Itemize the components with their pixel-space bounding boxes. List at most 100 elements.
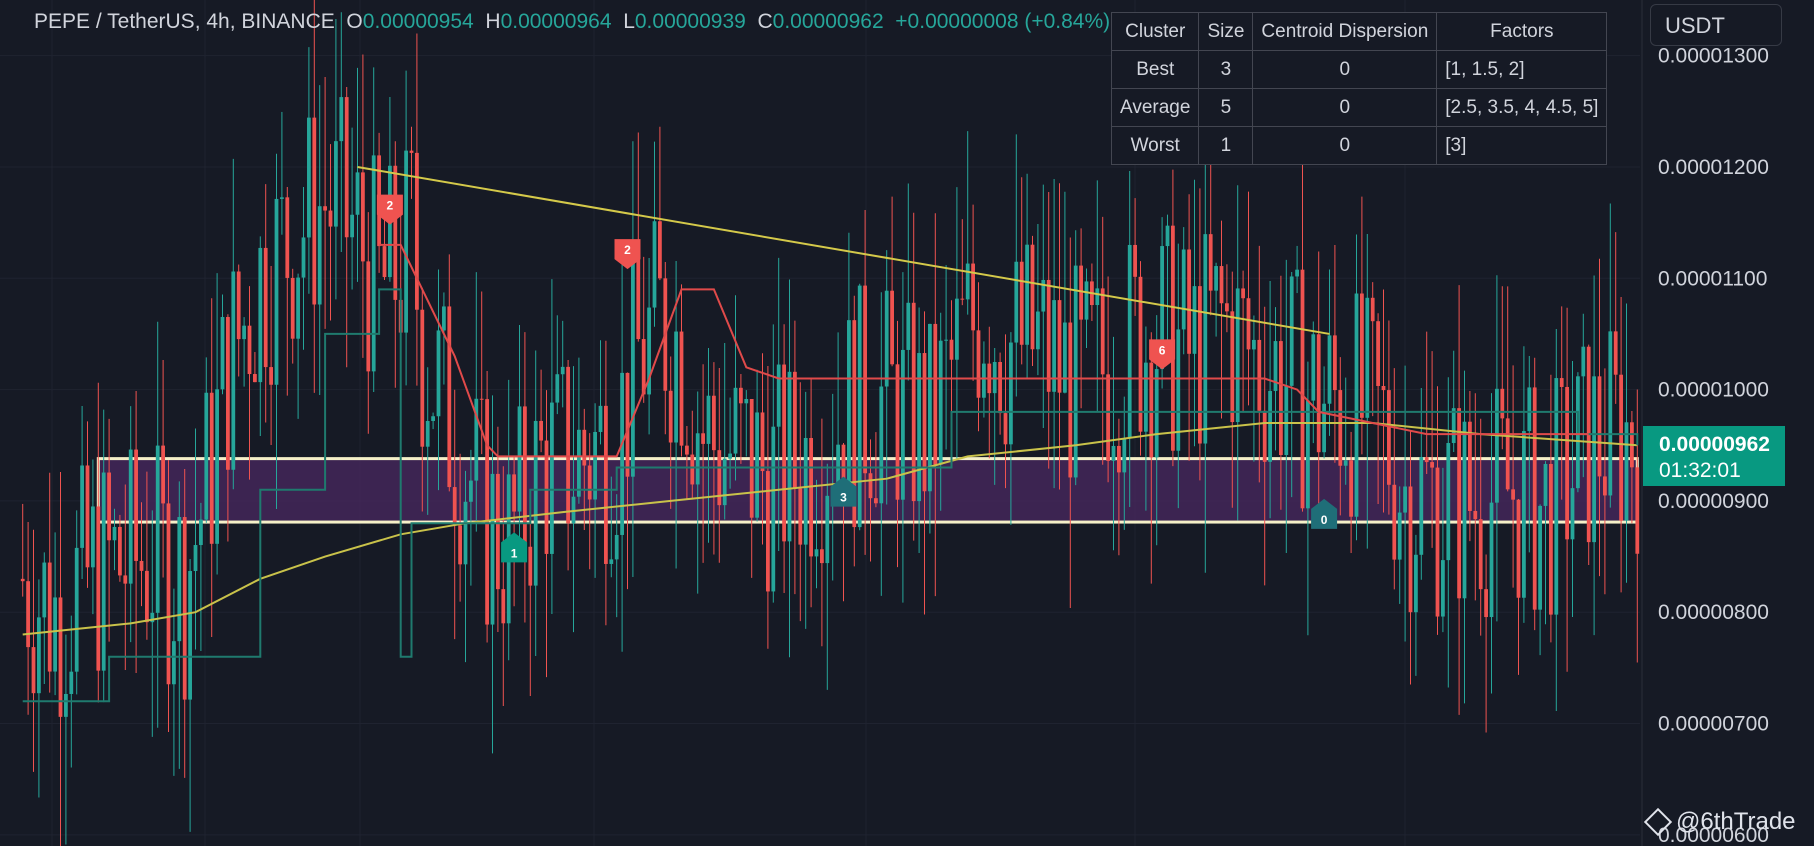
candle-body [982,363,986,398]
y-tick-label: 0.00000800 [1658,601,1769,624]
cluster-table: Cluster Size Centroid Dispersion Factors… [1110,12,1608,165]
candle-body [350,214,354,238]
candle-body [1554,378,1559,615]
candle-body [1522,431,1526,598]
candle-body [1343,460,1348,466]
candle-body [1030,244,1035,350]
price-axis[interactable]: 0.00001300 0.00001200 0.00001100 0.00001000… [1658,45,1769,846]
candle-body [587,465,592,500]
candle-body [544,440,549,554]
signal-marker: 6 [1149,339,1176,370]
candle-body [749,398,754,518]
candle-body [74,547,79,672]
candle-body [971,263,975,331]
candle-body [85,465,90,568]
candle-body [145,570,149,623]
candle-body [922,353,927,492]
candle-body [776,364,781,427]
header-size: Size [1198,12,1254,51]
candle-body [1495,388,1499,503]
candle-body [685,445,689,455]
candle-body [1198,286,1202,444]
supertrend-bull-line [22,288,1639,703]
signal-marker: 0 [1311,498,1338,529]
candle-body [1041,279,1046,312]
candle-body [609,559,614,564]
y-tick-label: 0.00000900 [1658,490,1769,513]
candle-body [523,406,527,547]
candle-body [1592,376,1596,543]
candle-body [107,472,111,541]
candle-body [463,501,468,565]
candle-body [1414,554,1418,613]
candle-body [1387,390,1391,485]
cell-cluster: Worst [1110,126,1200,165]
candle-body [701,433,705,444]
candle-body [1235,288,1240,423]
candle-body [598,405,603,432]
candle-body [31,647,36,694]
candle-body [118,526,122,576]
ohlc-legend: PEPE / TetherUS, 4h, BINANCE O0.00000954… [34,10,1110,34]
candle-body [344,97,349,238]
candle-body [290,277,295,339]
candle-body [393,165,398,300]
candle-body [793,371,797,489]
candle-body [1424,457,1429,463]
cell-size: 3 [1198,50,1254,89]
candle-body [182,517,187,700]
cell-cluster: Average [1110,88,1200,127]
candle-body [739,387,743,404]
candle-body [101,472,106,671]
candle-body [1603,476,1607,496]
candle-body [928,323,932,492]
candle-body [890,290,894,365]
candle-body [1019,261,1024,345]
candle-body [1462,421,1467,599]
candle-body [479,398,484,400]
cell-size: 1 [1198,126,1254,165]
candle-body [161,445,165,504]
candle-body [96,506,101,671]
candle-body [895,364,900,500]
candle-body [1300,269,1305,509]
candle-body [944,339,948,341]
candle-body [1284,385,1289,456]
candle-body [58,597,63,717]
candle-body [188,570,192,700]
candle-body [1160,246,1164,370]
candle-body [1451,408,1456,444]
candle-body [1338,390,1343,466]
candle-body [1003,413,1008,445]
candle-body [841,444,846,502]
y-tick-label: 0.00001100 [1658,267,1767,290]
candle-body [226,317,230,470]
candle-body [53,597,57,672]
candle-body [1430,462,1434,468]
candle-body [1106,374,1110,461]
candle-body [1127,244,1132,439]
candle-body [301,237,306,278]
close-label: C [757,10,773,33]
cell-factors: [1, 1.5, 2] [1436,50,1608,89]
candle-body [722,458,727,506]
candle-body [312,117,317,305]
currency-selector[interactable]: USDT [1650,4,1782,46]
candle-body [1360,293,1364,418]
signal-marker-label: 3 [840,491,847,505]
candle-body [566,366,570,524]
candle-body [965,263,970,300]
cell-dispersion: 0 [1252,88,1438,127]
candle-body [906,302,911,350]
candle-body [1225,303,1229,312]
candle-body [825,495,830,564]
candle-body [560,366,565,375]
y-tick-label: 0.00001200 [1658,156,1769,179]
cell-dispersion: 0 [1252,50,1438,89]
symbol-title[interactable]: PEPE / TetherUS, 4h, BINANCE [34,10,335,33]
candle-body [47,562,52,672]
candle-body [258,247,263,383]
candle-body [80,465,84,548]
candle-body [636,254,641,340]
